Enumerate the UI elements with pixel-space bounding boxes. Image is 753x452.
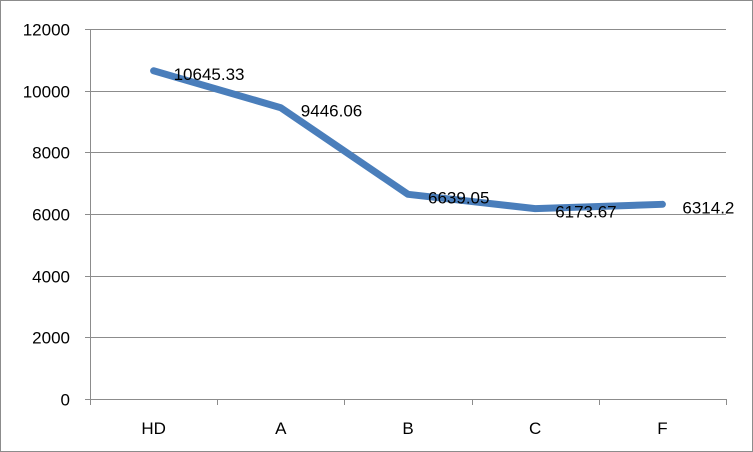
data-label: 10645.33 bbox=[174, 65, 245, 84]
axes bbox=[85, 29, 727, 405]
data-label: 9446.06 bbox=[301, 102, 362, 121]
y-tick-label: 8000 bbox=[32, 144, 70, 163]
data-label: 6314.2 bbox=[682, 198, 734, 217]
y-axis-tick-labels: 0 2000 4000 6000 8000 10000 12000 bbox=[23, 21, 70, 410]
series-layer bbox=[150, 67, 666, 213]
x-tick-label: HD bbox=[141, 419, 166, 438]
x-tick-label: B bbox=[402, 419, 413, 438]
y-tick-label: 0 bbox=[61, 391, 70, 410]
data-labels: 10645.33 9446.06 6639.05 6173.67 6314.2 bbox=[174, 65, 735, 222]
data-label: 6173.67 bbox=[555, 203, 616, 222]
x-tick-label: A bbox=[275, 419, 287, 438]
x-tick-label: C bbox=[529, 419, 541, 438]
y-tick-label: 10000 bbox=[23, 83, 70, 102]
x-axis-tick-labels: HD A B C F bbox=[141, 419, 667, 438]
gridlines bbox=[90, 29, 726, 338]
y-tick-label: 12000 bbox=[23, 21, 70, 40]
y-tick-label: 6000 bbox=[32, 206, 70, 225]
y-tick-label: 2000 bbox=[32, 329, 70, 348]
x-tick-label: F bbox=[657, 419, 667, 438]
data-label: 6639.05 bbox=[428, 188, 489, 207]
y-tick-label: 4000 bbox=[32, 268, 70, 287]
